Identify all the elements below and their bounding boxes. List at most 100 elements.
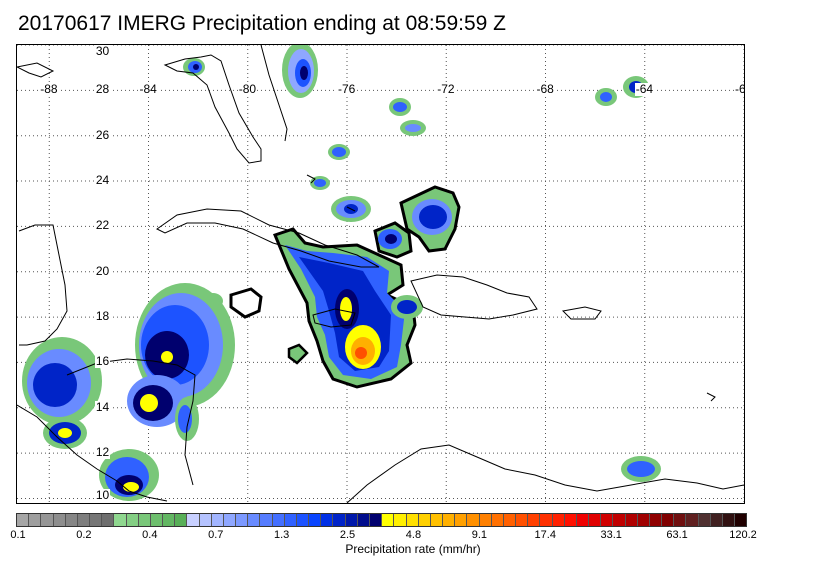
precip-cell-bahamas-4 <box>389 98 411 116</box>
coastline-cuba <box>156 208 380 268</box>
colorbar-cell <box>260 514 273 526</box>
precip-cell-bahamas-5 <box>400 120 426 136</box>
colorbar-cell <box>369 514 383 526</box>
colorbar-cell <box>321 514 334 526</box>
colorbar-cell <box>284 514 297 526</box>
colorbar-tick-label: 120.2 <box>729 529 757 541</box>
colorbar-cell <box>455 514 468 526</box>
colorbar-cell <box>114 514 127 526</box>
lon-label: -72 <box>436 82 456 97</box>
lat-label: 22 <box>94 218 111 233</box>
colorbar-cell <box>589 514 602 526</box>
colorbar-cell <box>126 514 139 526</box>
lon-label: -88 <box>39 82 59 97</box>
coastline-hispaniola <box>410 274 538 320</box>
lon-label: -60 <box>734 83 744 97</box>
colorbar-cell <box>552 514 565 526</box>
colorbar-cell <box>662 514 675 526</box>
colorbar-cell <box>479 514 492 526</box>
colorbar-tick-label: 0.7 <box>208 529 224 541</box>
precip-cell-atlantic-2 <box>595 88 617 106</box>
colorbar-cell <box>211 514 224 526</box>
colorbar-cell <box>102 514 115 526</box>
colorbar-cell <box>601 514 614 526</box>
colorbar-tick-label: 1.3 <box>273 529 290 541</box>
colorbar-cell <box>248 514 261 526</box>
lat-label: 30 <box>94 44 111 58</box>
lon-label: -84 <box>138 82 158 97</box>
precip-cell-guatemala <box>22 337 102 425</box>
colorbar-cell <box>625 514 638 526</box>
colorbar-tick-label: 0.2 <box>76 529 92 541</box>
colorbar-cell <box>150 514 164 526</box>
coastline-honduras <box>66 358 196 486</box>
colorbar-label: Precipitation rate (mm/hr) <box>345 542 481 556</box>
precip-cell-honduras <box>127 283 235 427</box>
colorbar-cell <box>503 514 517 526</box>
colorbar-cell <box>491 514 504 526</box>
colorbar-cell <box>564 514 577 526</box>
map-title: 20170617 IMERG Precipitation ending at 0… <box>18 12 506 35</box>
colorbar-cell <box>41 514 54 526</box>
coastline-central-america <box>17 404 168 502</box>
colorbar-cell <box>406 514 419 526</box>
coastline-puerto-rico <box>561 306 602 320</box>
lat-label: 26 <box>94 127 111 142</box>
colorbar-cell <box>296 514 310 526</box>
colorbar-cell <box>77 514 91 526</box>
colorbar-cell <box>163 514 176 526</box>
lon-label: -80 <box>237 82 258 97</box>
lat-label: 16 <box>94 354 111 369</box>
colorbar-cell <box>29 514 42 526</box>
lat-label: 14 <box>94 399 111 414</box>
coastline-florida <box>163 54 262 164</box>
coastlines <box>17 45 744 503</box>
colorbar-tick-label: 33.1 <box>600 529 622 541</box>
precip-cell-nicaragua <box>175 397 199 441</box>
colorbar-cell <box>138 514 151 526</box>
colorbar-tick-label: 2.5 <box>339 529 356 541</box>
lon-label: -68 <box>535 82 555 97</box>
colorbar-tick-label: 0.1 <box>10 529 26 541</box>
colorbar-tick-label: 17.4 <box>534 529 556 541</box>
coastline-bahamas-b <box>346 206 356 212</box>
colorbar-tick-label: 0.4 <box>142 529 158 541</box>
coastline-yucatan <box>18 224 68 346</box>
lat-label: 18 <box>94 309 111 324</box>
coastline-jamaica <box>312 308 356 328</box>
coastline-south-america <box>346 444 744 503</box>
precip-cell-venezuela <box>621 456 661 482</box>
colorbar-cell <box>236 514 249 526</box>
colorbar-cell <box>272 514 285 526</box>
colorbar-cell <box>516 514 529 526</box>
coastline-lesser-antilles <box>706 392 716 402</box>
precip-cell-florida-east <box>282 45 318 98</box>
colorbar-cell <box>467 514 480 526</box>
colorbar-cell <box>528 514 541 526</box>
colorbar-cell <box>90 514 103 526</box>
lat-label: 10 <box>94 488 111 502</box>
colorbar-cell <box>735 514 747 526</box>
colorbar-cell <box>418 514 431 526</box>
coastline-bahamas-a <box>306 174 316 184</box>
colorbar-tick-label: 9.1 <box>471 529 488 541</box>
coastline-florida-atlantic <box>260 45 288 142</box>
colorbar-cell <box>187 514 200 526</box>
colorbar-cell <box>698 514 711 526</box>
precip-cell-turks-caicos <box>373 185 461 259</box>
lon-label: -76 <box>337 82 357 97</box>
colorbar-tick-label: 63.1 <box>666 529 688 541</box>
coastline-gulf <box>17 62 55 78</box>
colorbar-cell <box>345 514 358 526</box>
colorbar-cell <box>649 514 663 526</box>
precip-cell-pacific-1 <box>43 417 87 449</box>
colorbar-cell <box>540 514 553 526</box>
colorbar-tick-label: 4.8 <box>405 529 422 541</box>
colorbar-cell <box>430 514 444 526</box>
colorbar-cell <box>722 514 736 526</box>
colorbar-cell <box>686 514 699 526</box>
lat-label: 20 <box>94 263 111 278</box>
colorbar-cell <box>199 514 212 526</box>
precip-areas <box>22 45 661 501</box>
colorbar-cell <box>65 514 78 526</box>
